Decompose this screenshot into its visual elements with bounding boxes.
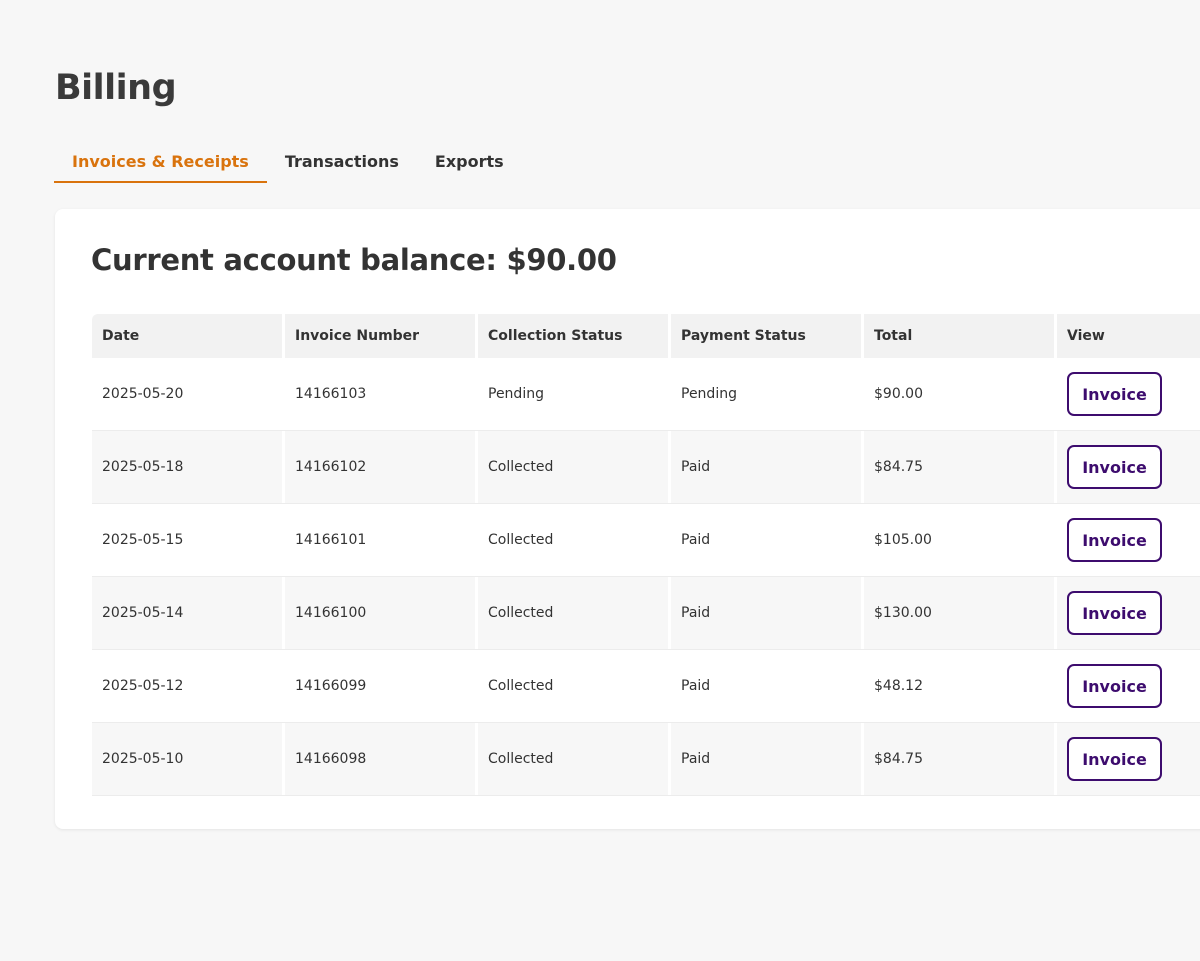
cell-collection-status: Collected	[478, 723, 668, 795]
invoices-card: Current account balance: $90.00 Date Inv…	[55, 209, 1200, 829]
table-header: Date Invoice Number Collection Status Pa…	[92, 314, 1200, 358]
tab-transactions[interactable]: Transactions	[284, 152, 399, 171]
table-row: 2025-05-14 14166100 Collected Paid $130.00 In…	[92, 577, 1200, 650]
cell-collection-status: Collected	[488, 678, 554, 694]
cell-view: Invoice	[1057, 431, 1200, 503]
cell-date: 2025-05-18	[92, 431, 282, 503]
view-invoice-button[interactable]: Invoice	[1067, 591, 1162, 635]
table-row: 2025-05-10 14166098 Collected Paid $84.75 Inv…	[92, 723, 1200, 796]
tab-invoices-receipts[interactable]: Invoices & Receipts	[54, 146, 267, 183]
page-title: Billing	[55, 68, 177, 108]
cell-view: Invoice	[1057, 358, 1200, 430]
cell-total: $48.12	[874, 678, 923, 694]
header-view: View	[1057, 314, 1200, 358]
cell-total: $90.00	[874, 386, 923, 402]
cell-date: 2025-05-14	[92, 577, 282, 649]
cell-total: $130.00	[864, 577, 1054, 649]
view-invoice-button[interactable]: Invoice	[1067, 445, 1162, 489]
header-collection-status: Collection Status	[478, 314, 668, 358]
cell-view: Invoice	[1057, 504, 1200, 576]
cell-view: Invoice	[1057, 723, 1200, 795]
cell-view: Invoice	[1057, 577, 1200, 649]
view-invoice-button[interactable]: Invoice	[1067, 372, 1162, 416]
cell-invoice-number: 14166100	[285, 577, 475, 649]
tab-exports[interactable]: Exports	[434, 152, 504, 171]
cell-payment-status: Paid	[671, 723, 861, 795]
cell-date: 2025-05-12	[102, 678, 184, 694]
cell-date: 2025-05-15	[102, 532, 184, 548]
cell-total: $84.75	[864, 431, 1054, 503]
invoices-table: Date Invoice Number Collection Status Pa…	[92, 314, 1200, 796]
header-invoice-number: Invoice Number	[285, 314, 475, 358]
cell-payment-status: Paid	[671, 431, 861, 503]
table-row: 2025-05-12 14166099 Collected Paid $48.12 Inv…	[92, 650, 1200, 723]
view-invoice-button[interactable]: Invoice	[1067, 518, 1162, 562]
cell-invoice-number: 14166103	[295, 386, 367, 402]
cell-view: Invoice	[1057, 650, 1200, 722]
cell-payment-status: Paid	[671, 577, 861, 649]
header-payment-status: Payment Status	[671, 314, 861, 358]
cell-invoice-number: 14166098	[285, 723, 475, 795]
cell-invoice-number: 14166099	[295, 678, 367, 694]
cell-invoice-number: 14166101	[295, 532, 367, 548]
table-row: 2025-05-18 14166102 Collected Paid $84.75 Inv…	[92, 431, 1200, 504]
cell-invoice-number: 14166102	[285, 431, 475, 503]
table-row: 2025-05-15 14166101 Collected Paid $105.00 In…	[92, 504, 1200, 577]
header-total: Total	[864, 314, 1054, 358]
cell-date: 2025-05-10	[92, 723, 282, 795]
cell-total: $84.75	[864, 723, 1054, 795]
cell-date: 2025-05-20	[102, 386, 184, 402]
cell-collection-status: Collected	[488, 532, 554, 548]
cell-collection-status: Pending	[488, 386, 544, 402]
cell-total: $105.00	[874, 532, 932, 548]
cell-payment-status: Pending	[681, 386, 737, 402]
cell-payment-status: Paid	[681, 678, 711, 694]
table-row: 2025-05-20 14166103 Pending Pending $90.00 In…	[92, 358, 1200, 431]
view-invoice-button[interactable]: Invoice	[1067, 664, 1162, 708]
view-invoice-button[interactable]: Invoice	[1067, 737, 1162, 781]
header-date: Date	[92, 314, 282, 358]
cell-payment-status: Paid	[681, 532, 711, 548]
account-balance: Current account balance: $90.00	[91, 243, 617, 277]
cell-collection-status: Collected	[478, 431, 668, 503]
tab-bar: Invoices & Receipts Transactions Exports	[54, 146, 522, 183]
cell-collection-status: Collected	[478, 577, 668, 649]
